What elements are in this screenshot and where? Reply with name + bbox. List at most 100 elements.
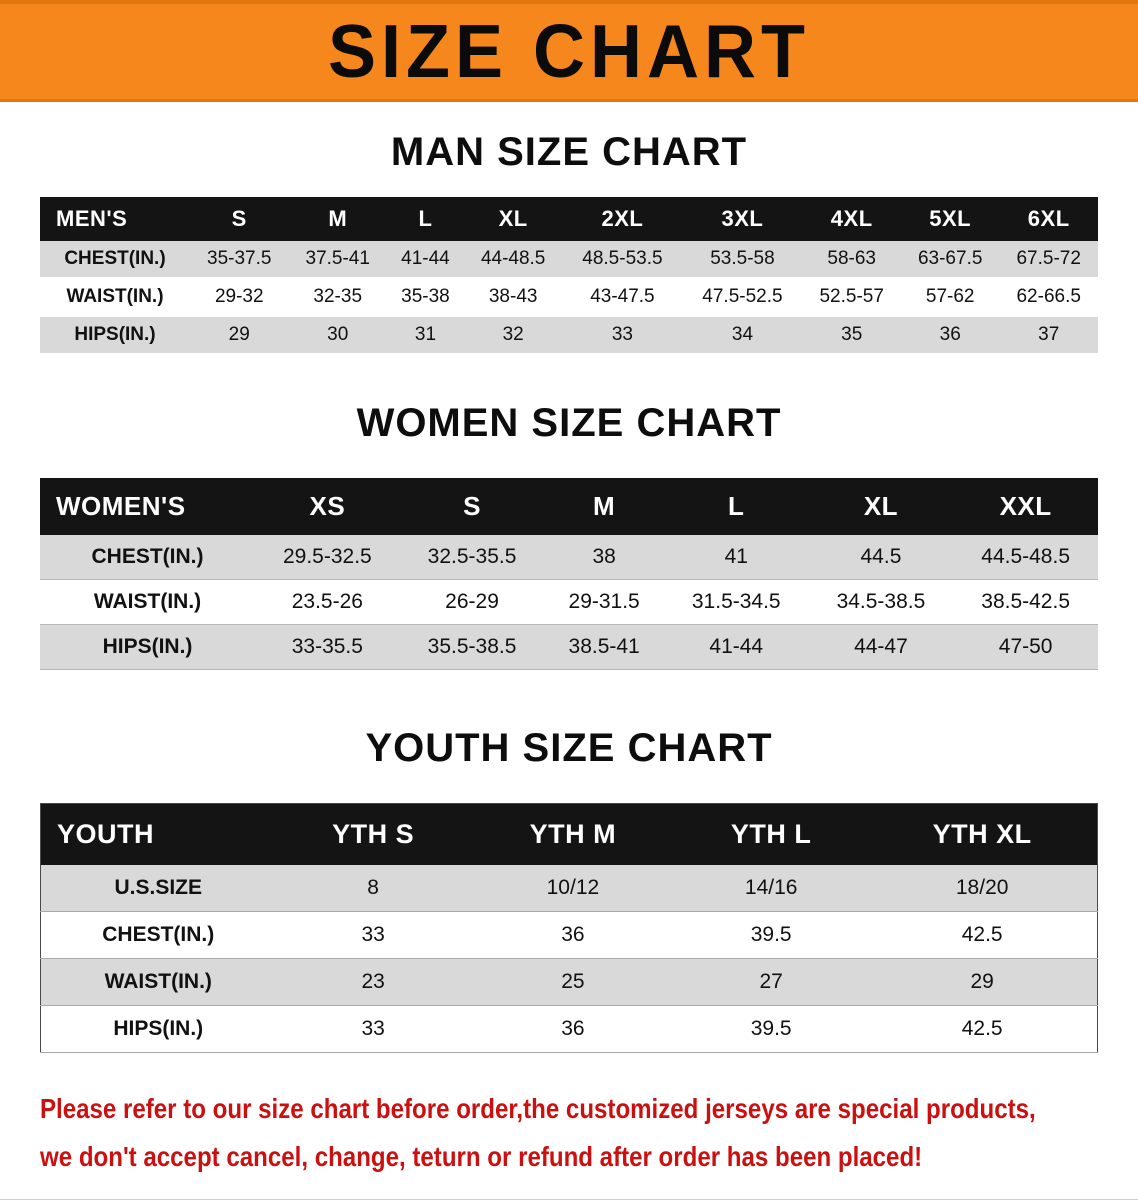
value-cell: 38.5-42.5 [953,579,1098,625]
women-section-heading: WOMEN SIZE CHART [356,401,782,445]
value-cell: 29-32 [190,278,289,317]
value-cell: 44.5 [808,535,954,580]
value-cell: 23.5-26 [255,579,400,625]
measurement-row: CHEST(IN.) 33 36 39.5 42.5 [40,911,1098,959]
value-cell: 47.5-52.5 [682,278,803,317]
size-header-cell: S [399,478,545,535]
size-header-cell: YTH L [675,803,868,865]
value-cell: 35-38 [386,278,464,317]
value-cell: 27 [675,958,868,1006]
value-cell: 33 [562,316,683,355]
value-cell: 58-63 [802,241,901,279]
value-cell: 36 [900,316,1000,355]
value-cell: 14/16 [675,865,868,912]
value-cell: 33-35.5 [255,624,400,670]
value-cell: 32.5-35.5 [399,535,545,580]
youth-size-section: YOUTH SIZE CHART YOUTH YTH S YTH M YTH L YTH… [0,726,1138,1053]
row-label-cell: HIPS(IN.) [40,624,255,670]
value-cell: 42.5 [867,1005,1098,1053]
value-cell: 25 [470,958,676,1006]
size-header-cell: YTH S [275,803,471,865]
value-cell: 47-50 [953,624,1098,670]
size-header-cell: L [663,478,809,535]
measurement-row: WAIST(IN.) 23.5-26 26-29 29-31.5 31.5-34.5 34… [40,579,1098,625]
banner-title: SIZE CHART [328,9,810,94]
measurement-row: CHEST(IN.) 29.5-32.5 32.5-35.5 38 41 44.5 44.5… [40,535,1098,580]
value-cell: 34.5-38.5 [808,579,954,625]
size-header-cell: M [544,478,664,535]
value-cell: 10/12 [470,865,676,912]
size-header-cell: YTH XL [867,803,1098,865]
value-cell: 29-31.5 [544,579,664,625]
row-label-cell: CHEST(IN.) [40,535,255,580]
value-cell: 37.5-41 [288,241,387,279]
value-cell: 57-62 [900,278,1000,317]
disclaimer-line-2: we don't accept cancel, change, teturn o… [40,1141,923,1173]
value-cell: 52.5-57 [802,278,901,317]
value-cell: 44-47 [808,624,954,670]
value-cell: 32-35 [288,278,387,317]
value-cell: 39.5 [675,1005,868,1053]
value-cell: 36 [470,911,676,959]
value-cell: 32 [463,316,563,355]
value-cell: 30 [288,316,387,355]
row-label-cell: WAIST(IN.) [40,278,190,317]
value-cell: 44.5-48.5 [953,535,1098,580]
table-title-cell: WOMEN'S [40,478,255,535]
row-label-cell: WAIST(IN.) [40,579,255,625]
youth-size-table: YOUTH YTH S YTH M YTH L YTH XL U.S.SIZE 8 10/12… [40,803,1098,1053]
row-label-cell: HIPS(IN.) [40,1005,276,1053]
value-cell: 38.5-41 [544,624,664,670]
men-section-heading: MAN SIZE CHART [390,130,748,174]
value-cell: 48.5-53.5 [562,241,683,279]
womens-size-table: WOMEN'S XS S M L XL XXL CHEST(IN.) 29.5-32.5 32.5… [40,478,1098,670]
value-cell: 41 [663,535,809,580]
measurement-row: U.S.SIZE 8 10/12 14/16 18/20 [40,865,1098,912]
measurement-row: HIPS(IN.) 29 30 31 32 33 34 35 36 37 [40,316,1098,355]
value-cell: 41-44 [386,241,464,279]
table-header-row: YOUTH YTH S YTH M YTH L YTH XL [40,803,1098,865]
size-header-cell: 3XL [682,197,803,241]
row-label-cell: U.S.SIZE [40,865,276,912]
table-title-cell: YOUTH [40,803,276,865]
value-cell: 39.5 [675,911,868,959]
value-cell: 18/20 [867,865,1098,912]
size-header-cell: XL [463,197,563,241]
value-cell: 37 [999,316,1098,355]
value-cell: 33 [275,911,471,959]
size-header-cell: L [386,197,464,241]
value-cell: 35-37.5 [190,241,289,279]
size-header-cell: S [190,197,289,241]
value-cell: 31 [386,316,464,355]
measurement-row: WAIST(IN.) 29-32 32-35 35-38 38-43 43-47.5 47.… [40,278,1098,317]
size-header-cell: 6XL [999,197,1098,241]
size-header-cell: YTH M [470,803,676,865]
value-cell: 41-44 [663,624,809,670]
row-label-cell: HIPS(IN.) [40,316,190,355]
youth-section-heading: YOUTH SIZE CHART [365,726,773,770]
value-cell: 67.5-72 [999,241,1098,279]
value-cell: 26-29 [399,579,545,625]
size-header-cell: 2XL [562,197,683,241]
measurement-row: HIPS(IN.) 33 36 39.5 42.5 [40,1005,1098,1053]
value-cell: 8 [275,865,471,912]
table-title-cell: MEN'S [40,197,190,241]
measurement-row: CHEST(IN.) 35-37.5 37.5-41 41-44 44-48.5 48.5… [40,241,1098,279]
women-size-section: WOMEN SIZE CHART WOMEN'S XS S M L XL XXL CHEST(… [0,401,1138,670]
value-cell: 35 [802,316,901,355]
value-cell: 35.5-38.5 [399,624,545,670]
value-cell: 63-67.5 [900,241,1000,279]
value-cell: 36 [470,1005,676,1053]
value-cell: 31.5-34.5 [663,579,809,625]
value-cell: 23 [275,958,471,1006]
value-cell: 62-66.5 [999,278,1098,317]
size-header-cell: 5XL [900,197,1000,241]
value-cell: 29 [867,958,1098,1006]
size-header-cell: XXL [953,478,1098,535]
value-cell: 53.5-58 [682,241,803,279]
value-cell: 33 [275,1005,471,1053]
disclaimer-line-1: Please refer to our size chart before or… [40,1093,1036,1124]
size-header-cell: XL [808,478,954,535]
row-label-cell: WAIST(IN.) [40,958,276,1006]
value-cell: 38-43 [463,278,563,317]
